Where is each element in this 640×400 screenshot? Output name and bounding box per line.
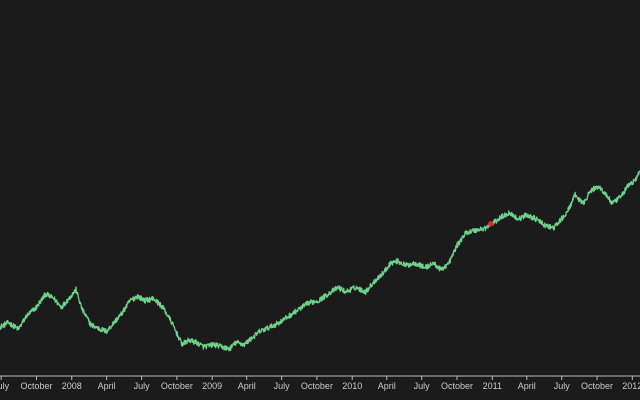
x-tick-label: 2008: [62, 381, 82, 391]
x-tick-label: July: [134, 381, 151, 391]
x-tick-label: October: [301, 381, 333, 391]
x-tick-label: April: [518, 381, 536, 391]
x-tick-label: April: [238, 381, 256, 391]
x-tick-label: April: [378, 381, 396, 391]
series-line: [0, 170, 640, 352]
x-tick-label: October: [581, 381, 613, 391]
x-axis-ticks: July October 2008 April July October 2009 April…: [0, 376, 640, 391]
x-tick-label: 2012: [622, 381, 640, 391]
x-tick-label: July: [554, 381, 571, 391]
x-tick-label: July: [0, 381, 10, 391]
x-tick-label: October: [441, 381, 473, 391]
x-tick-label: October: [20, 381, 52, 391]
x-tick-label: July: [414, 381, 431, 391]
x-tick-label: April: [98, 381, 116, 391]
x-tick-label: October: [161, 381, 193, 391]
x-tick-label: July: [274, 381, 291, 391]
x-tick-label: 2011: [483, 381, 502, 391]
highlight-point: [488, 221, 494, 227]
x-tick-label: 2010: [342, 381, 362, 391]
x-tick-label: 2009: [202, 381, 222, 391]
